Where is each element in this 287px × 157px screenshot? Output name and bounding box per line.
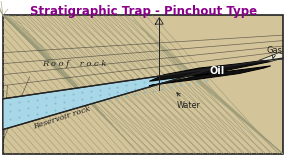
Text: Stratigraphic Trap - Pinchout Type: Stratigraphic Trap - Pinchout Type (30, 5, 257, 18)
Polygon shape (259, 53, 283, 62)
Text: R o o f    r o c k: R o o f r o c k (42, 60, 107, 68)
Text: Gas: Gas (267, 46, 283, 58)
Polygon shape (149, 60, 271, 86)
Text: Reservoir rock: Reservoir rock (32, 104, 92, 130)
Text: Oil: Oil (210, 66, 225, 76)
Polygon shape (3, 58, 283, 130)
Text: Water: Water (177, 93, 201, 110)
Bar (3, 15, 283, 154)
